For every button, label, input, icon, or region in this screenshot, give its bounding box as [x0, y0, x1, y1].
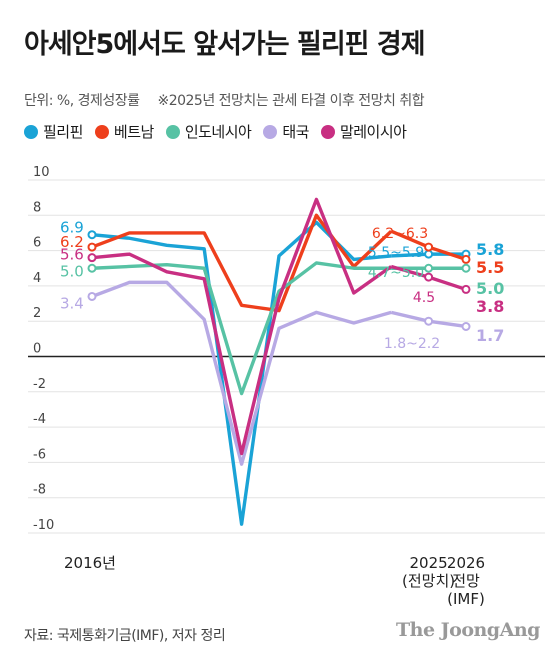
- brand-logo: The JoongAng: [396, 619, 540, 641]
- y-tick-label: -8: [33, 483, 46, 498]
- source-note: 자료: 국제통화기금(IMF), 저자 정리: [24, 628, 226, 644]
- forecast-range-label: 5.5~5.9: [368, 245, 424, 261]
- data-point: [87, 242, 97, 252]
- legend-item: 말레이시아: [320, 121, 407, 142]
- x-tick-label: 2025: [410, 554, 448, 572]
- end-value-label: 5.0: [476, 279, 504, 298]
- y-tick-label: -2: [33, 377, 46, 392]
- start-value-label: 3.4: [60, 294, 84, 312]
- data-point: [424, 316, 434, 326]
- data-point: [87, 291, 97, 301]
- data-point: [424, 242, 434, 252]
- forecast-range-label: 4.5: [413, 290, 435, 306]
- legend-swatch: [320, 124, 335, 139]
- legend-swatch: [165, 124, 180, 139]
- series-line: [91, 280, 392, 466]
- start-value-label: 6.2: [60, 233, 84, 251]
- data-point: [461, 254, 471, 264]
- legend-label: 인도네시아: [184, 123, 252, 141]
- end-value-label: 5.5: [476, 258, 504, 277]
- forecast-range-label: 4.7~5.0: [368, 265, 424, 281]
- chart-title: 아세안5에서도 앞서가는 필리핀 경제: [24, 29, 426, 60]
- legend-label: 필리핀: [43, 123, 83, 141]
- legend-item: 태국: [263, 121, 309, 142]
- data-point: [424, 263, 434, 273]
- y-tick-label: -6: [33, 447, 46, 462]
- legend-swatch: [263, 124, 278, 139]
- data-point: [461, 321, 471, 331]
- forecast-note: ※2025년 전망치는 관세 타결 이후 전망치 취합: [157, 93, 425, 109]
- data-point: [461, 284, 471, 294]
- chart-subtitle: 단위: %, 경제성장률 ※2025년 전망치는 관세 타결 이후 전망치 취합: [24, 90, 425, 110]
- y-tick-label: 2: [33, 306, 41, 321]
- end-value-label: 1.7: [476, 326, 504, 345]
- data-point: [424, 272, 434, 282]
- start-value-label: 6.9: [60, 219, 84, 237]
- y-tick-label: -4: [33, 412, 46, 427]
- legend-label: 태국: [282, 123, 309, 141]
- data-point: [87, 263, 97, 273]
- end-value-label: 3.8: [476, 297, 504, 316]
- legend-label: 베트남: [113, 123, 154, 141]
- x-tick-label: (IMF): [447, 590, 485, 608]
- legend-label: 말레이시아: [339, 123, 407, 141]
- data-point: [461, 263, 471, 273]
- series-line: [91, 213, 393, 313]
- series-line: [91, 197, 393, 456]
- data-point: [87, 253, 97, 263]
- legend-item: 베트남: [94, 121, 154, 142]
- y-tick-label: 4: [33, 271, 41, 286]
- data-point: [87, 230, 97, 240]
- legend: 필리핀 베트남 인도네시아 태국 말레이시아: [24, 121, 407, 142]
- unit-note: 단위: %, 경제성장률: [24, 93, 140, 109]
- y-tick-label: -10: [33, 518, 54, 533]
- y-tick-label: 0: [33, 342, 41, 357]
- data-point: [424, 249, 434, 259]
- end-value-label: 5.8: [476, 240, 504, 259]
- x-tick-label: 2026: [447, 554, 485, 572]
- x-tick-label: (전망치): [402, 572, 455, 590]
- x-tick-label: 전망: [452, 572, 480, 590]
- legend-item: 인도네시아: [165, 121, 252, 142]
- forecast-range-label: 1.8~2.2: [384, 336, 440, 352]
- x-tick-label: 2016년: [64, 554, 116, 572]
- legend-swatch: [24, 124, 38, 139]
- y-tick-label: 8: [33, 200, 41, 215]
- y-tick-label: 6: [33, 236, 41, 251]
- forecast-range-label: 6.2~6.3: [372, 226, 428, 242]
- start-value-label: 5.6: [60, 246, 84, 264]
- legend-item: 필리핀: [24, 121, 83, 142]
- legend-swatch: [94, 124, 109, 139]
- start-value-label: 5.0: [60, 262, 84, 280]
- y-tick-label: 10: [33, 165, 50, 180]
- series-line: [91, 261, 392, 396]
